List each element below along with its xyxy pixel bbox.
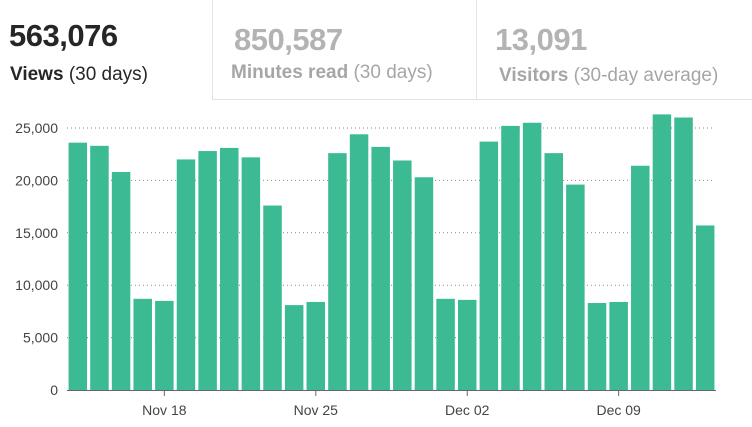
- bar-dec-05[interactable]: [522, 122, 542, 390]
- stats-tabs: 563,076 Views (30 days) 850,587 Minutes …: [0, 0, 752, 100]
- visitors-label: Visitors (30-day average): [499, 65, 718, 87]
- bar-nov-24[interactable]: [284, 305, 304, 390]
- bar-nov-14[interactable]: [68, 142, 88, 390]
- bar-nov-27[interactable]: [349, 134, 369, 390]
- bar-dec-08[interactable]: [587, 303, 607, 390]
- tab-views[interactable]: 563,076 Views (30 days): [0, 0, 212, 100]
- bar-series: [68, 114, 715, 391]
- views-label-main: Views: [10, 64, 64, 85]
- y-tick-label: 0: [50, 382, 58, 398]
- bar-nov-18[interactable]: [155, 300, 174, 390]
- bar-dec-10[interactable]: [631, 165, 650, 390]
- visitors-label-period: (30-day average): [573, 65, 719, 86]
- bar-nov-19[interactable]: [176, 159, 196, 390]
- x-tick-label: Nov 18: [142, 402, 187, 418]
- bar-nov-25[interactable]: [306, 301, 326, 390]
- views-value: 563,076: [9, 18, 118, 53]
- bar-nov-22[interactable]: [241, 157, 261, 390]
- tab-visitors[interactable]: 13,091 Visitors (30-day average): [476, 0, 752, 100]
- y-tick-label: 5,000: [23, 330, 58, 346]
- y-tick-label: 25,000: [15, 120, 58, 136]
- bar-nov-26[interactable]: [328, 153, 347, 390]
- bar-nov-28[interactable]: [371, 146, 390, 390]
- views-label: Views (30 days): [10, 64, 148, 86]
- minutes-read-label: Minutes read (30 days): [231, 62, 433, 84]
- x-tick-label: Dec 02: [445, 402, 490, 418]
- bar-nov-23[interactable]: [263, 205, 282, 390]
- minutes-read-value: 850,587: [234, 22, 343, 57]
- bar-dec-01[interactable]: [436, 298, 455, 390]
- bar-dec-02[interactable]: [457, 299, 477, 390]
- bar-nov-17[interactable]: [133, 298, 152, 390]
- y-tick-label: 20,000: [15, 172, 58, 188]
- minutes-read-label-main: Minutes read: [231, 62, 349, 83]
- bar-dec-13[interactable]: [695, 225, 715, 390]
- tab-minutes-read[interactable]: 850,587 Minutes read (30 days): [212, 0, 476, 100]
- y-axis-tick-labels: 0 5,000 10,000 15,000 20,000 25,000: [15, 120, 58, 398]
- x-axis-tick-labels: Nov 18 Nov 25 Dec 02 Dec 09: [142, 391, 641, 418]
- bar-dec-12[interactable]: [674, 117, 693, 390]
- bar-nov-30[interactable]: [414, 177, 434, 390]
- bar-nov-21[interactable]: [220, 147, 239, 390]
- bar-nov-29[interactable]: [393, 160, 412, 390]
- bar-dec-03[interactable]: [479, 141, 499, 390]
- bar-nov-20[interactable]: [198, 151, 217, 390]
- bar-dec-09[interactable]: [609, 301, 628, 390]
- bar-nov-15[interactable]: [90, 145, 109, 390]
- y-tick-label: 15,000: [15, 225, 58, 241]
- visitors-label-main: Visitors: [499, 65, 569, 86]
- bar-dec-07[interactable]: [566, 184, 585, 390]
- bar-dec-06[interactable]: [544, 153, 564, 390]
- x-tick-label: Dec 09: [596, 402, 641, 418]
- x-tick-label: Nov 25: [294, 402, 339, 418]
- y-tick-label: 10,000: [15, 277, 58, 293]
- views-label-period: (30 days): [68, 64, 149, 85]
- bar-nov-16[interactable]: [111, 172, 131, 390]
- bar-dec-04[interactable]: [501, 125, 520, 391]
- minutes-read-label-period: (30 days): [353, 62, 433, 83]
- bar-dec-11[interactable]: [652, 114, 672, 390]
- visitors-value: 13,091: [495, 22, 587, 57]
